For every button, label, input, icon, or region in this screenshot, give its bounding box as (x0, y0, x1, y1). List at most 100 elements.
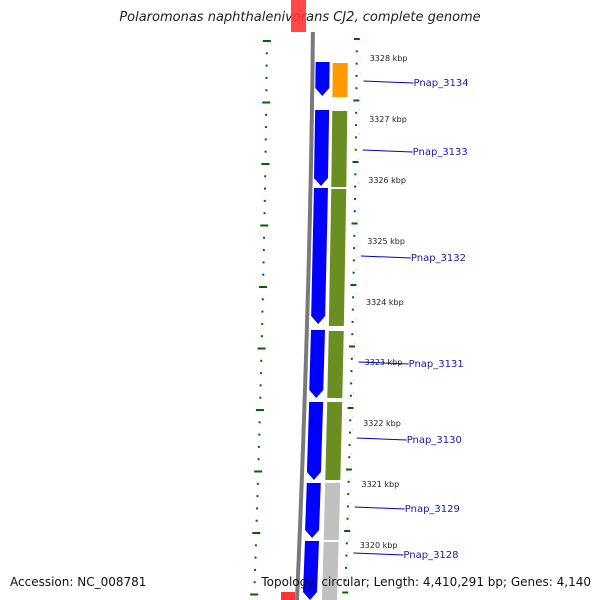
scale-tick-left (260, 224, 269, 227)
scale-tick-right (351, 222, 358, 225)
scale-tick-left (265, 64, 268, 67)
scale-tick-right (351, 333, 354, 336)
genome-backbone (295, 31, 315, 600)
scale-tick-right (349, 394, 352, 397)
scale-tick-right (353, 99, 360, 102)
cog-category-bar (328, 189, 347, 326)
scale-tick-left (265, 113, 268, 116)
scale-tick-left (262, 273, 265, 276)
scale-tick-right (344, 579, 347, 582)
scale-minor-dot (353, 355, 355, 357)
scale-minor-dot (359, 60, 361, 61)
gene-label-leader (353, 552, 404, 556)
scale-minor-dot (351, 441, 353, 443)
scale-tick-right (355, 87, 358, 90)
scale-minor-dot (358, 121, 360, 123)
scale-tick-right (355, 62, 358, 65)
scale-tick-left (259, 384, 262, 387)
cog-category-bar (327, 331, 344, 398)
scale-tick-left (258, 433, 261, 436)
scale-tick-left (254, 544, 257, 547)
origin-marker-top (291, 0, 306, 32)
gene-label-leader (354, 506, 405, 510)
gene-arrow (315, 62, 330, 96)
scale-minor-dot (358, 133, 360, 135)
scale-tick-right (349, 345, 356, 348)
scale-tick-right (345, 554, 348, 557)
scale-tick-right (345, 542, 348, 545)
scale-tick-right (351, 308, 354, 311)
scale-tick-left (257, 347, 266, 350)
gene-label-leader (363, 80, 414, 84)
scale-minor-dot (352, 404, 354, 406)
scale-tick-right (345, 468, 352, 471)
scale-minor-dot (346, 576, 348, 578)
scale-minor-dot (348, 527, 350, 529)
scale-tick-left (256, 482, 259, 485)
scale-minor-dot (352, 416, 354, 418)
gene-label: Pnap_3129 (405, 504, 460, 515)
scale-minor-dot (357, 219, 359, 221)
scale-minor-dot (354, 330, 356, 332)
genome-summary-text: Topology: circular; Length: 4,410,291 bp… (261, 575, 591, 589)
scale-tick-left (260, 335, 263, 338)
scale-minor-dot (348, 539, 350, 541)
cog-category-bar (325, 402, 343, 480)
scale-tick-right (353, 197, 356, 200)
scale-tick-left (262, 101, 271, 104)
scale-minor-dot (347, 552, 349, 553)
scale-tick-left (262, 40, 271, 42)
accession-text: Accession: NC_008781 (10, 575, 147, 589)
scale-minor-dot (354, 318, 356, 320)
scale-minor-dot (357, 195, 359, 197)
kbp-tick-label: 3328 kbp (370, 54, 408, 63)
scale-minor-dot (356, 269, 358, 271)
scale-minor-dot (359, 72, 361, 74)
scale-tick-left (264, 150, 267, 153)
gene-label-leader (360, 255, 411, 259)
scale-tick-left (265, 52, 268, 55)
scale-minor-dot (351, 453, 353, 455)
gene-label-leader (356, 437, 407, 441)
kbp-tick-label: 3321 kbp (361, 480, 399, 489)
scale-minor-dot (347, 564, 349, 566)
scale-tick-right (354, 185, 357, 188)
gene-label: Pnap_3133 (413, 147, 468, 158)
scale-minor-dot (353, 367, 355, 369)
scale-tick-left (263, 236, 266, 239)
scale-tick-right (354, 136, 357, 139)
gene-label: Pnap_3131 (409, 359, 464, 370)
cog-category-bar (323, 483, 341, 540)
scale-tick-left (262, 261, 265, 264)
scale-tick-left (264, 138, 267, 141)
kbp-tick-label: 3320 kbp (360, 541, 398, 550)
scale-minor-dot (356, 256, 358, 258)
scale-minor-dot (358, 158, 360, 160)
scale-tick-right (352, 161, 359, 163)
scale-minor-dot (356, 244, 358, 246)
scale-tick-right (350, 284, 357, 286)
scale-tick-right (352, 296, 355, 299)
kbp-tick-label: 3326 kbp (368, 176, 406, 185)
gene-label: Pnap_3128 (403, 550, 458, 561)
origin-marker-bottom (281, 592, 295, 600)
scale-tick-left (254, 470, 263, 473)
scale-tick-right (355, 111, 358, 114)
scale-minor-dot (357, 207, 359, 209)
scale-tick-right (348, 443, 351, 446)
scale-tick-right (354, 173, 357, 176)
scale-tick-right (348, 431, 351, 434)
scale-tick-right (347, 407, 354, 409)
scale-tick-left (257, 445, 260, 448)
scale-minor-dot (355, 293, 357, 295)
scale-tick-right (355, 50, 358, 53)
gene-arrow (314, 110, 330, 186)
scale-tick-right (350, 370, 353, 373)
scale-tick-left (258, 421, 261, 424)
scale-minor-dot (349, 502, 351, 504)
scale-tick-right (353, 210, 356, 213)
scale-minor-dot (356, 232, 358, 234)
cog-category-bar (322, 542, 339, 600)
